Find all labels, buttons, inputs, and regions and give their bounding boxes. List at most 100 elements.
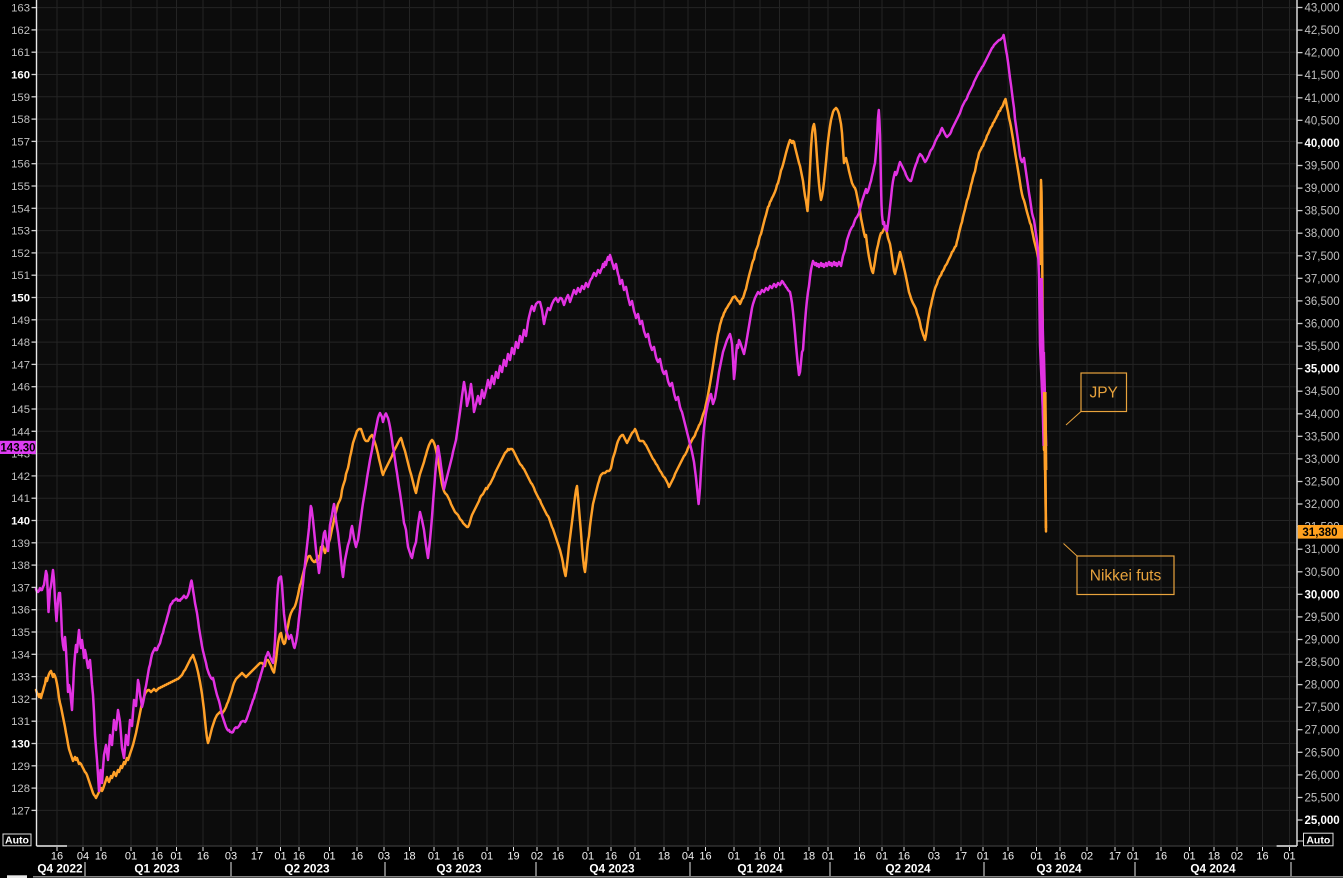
svg-text:145: 145 xyxy=(11,404,30,416)
svg-text:16: 16 xyxy=(552,851,564,863)
svg-text:01: 01 xyxy=(170,851,182,863)
svg-text:16: 16 xyxy=(351,851,363,863)
svg-text:38,500: 38,500 xyxy=(1305,206,1340,218)
svg-text:16: 16 xyxy=(151,851,163,863)
svg-text:133: 133 xyxy=(11,672,30,684)
svg-text:Auto: Auto xyxy=(5,835,29,847)
svg-text:130: 130 xyxy=(11,739,30,751)
svg-text:31,380: 31,380 xyxy=(1302,527,1337,539)
svg-text:152: 152 xyxy=(11,248,30,260)
svg-text:138: 138 xyxy=(11,560,30,572)
svg-text:162: 162 xyxy=(11,25,30,37)
svg-text:35,000: 35,000 xyxy=(1305,364,1340,376)
svg-text:33,000: 33,000 xyxy=(1305,454,1340,466)
svg-text:17: 17 xyxy=(251,851,263,863)
svg-text:19: 19 xyxy=(507,851,519,863)
svg-text:137: 137 xyxy=(11,582,30,594)
svg-text:Q1 2024: Q1 2024 xyxy=(737,862,783,876)
svg-text:148: 148 xyxy=(11,337,30,349)
svg-text:128: 128 xyxy=(11,783,30,795)
svg-text:154: 154 xyxy=(11,203,30,215)
svg-text:18: 18 xyxy=(658,851,670,863)
svg-text:03: 03 xyxy=(928,851,940,863)
svg-text:31,000: 31,000 xyxy=(1305,544,1340,556)
svg-text:142: 142 xyxy=(11,471,30,483)
svg-text:37,000: 37,000 xyxy=(1305,273,1340,285)
svg-text:Q3 2023: Q3 2023 xyxy=(436,862,482,876)
svg-text:140: 140 xyxy=(11,516,30,528)
svg-text:42,000: 42,000 xyxy=(1305,48,1340,60)
svg-text:Q4 2024: Q4 2024 xyxy=(1190,862,1236,876)
svg-text:144: 144 xyxy=(11,426,30,438)
svg-text:127: 127 xyxy=(11,805,30,817)
svg-text:146: 146 xyxy=(11,382,30,394)
svg-text:03: 03 xyxy=(378,851,390,863)
svg-text:39,000: 39,000 xyxy=(1305,183,1340,195)
svg-text:33,500: 33,500 xyxy=(1305,431,1340,443)
svg-text:17: 17 xyxy=(955,851,967,863)
svg-text:42,500: 42,500 xyxy=(1305,25,1340,37)
svg-text:35,500: 35,500 xyxy=(1305,341,1340,353)
svg-text:16: 16 xyxy=(1256,851,1268,863)
svg-text:16: 16 xyxy=(293,851,305,863)
svg-text:02: 02 xyxy=(1081,851,1093,863)
svg-text:155: 155 xyxy=(11,181,30,193)
svg-text:16: 16 xyxy=(754,851,766,863)
svg-text:01: 01 xyxy=(323,851,335,863)
svg-text:36,000: 36,000 xyxy=(1305,319,1340,331)
svg-text:16: 16 xyxy=(51,851,63,863)
svg-text:17: 17 xyxy=(1109,851,1121,863)
svg-text:01: 01 xyxy=(481,851,493,863)
svg-text:JPY: JPY xyxy=(1089,385,1117,402)
svg-text:159: 159 xyxy=(11,92,30,104)
svg-text:147: 147 xyxy=(11,359,30,371)
svg-text:40,000: 40,000 xyxy=(1305,138,1340,150)
svg-text:18: 18 xyxy=(1208,851,1220,863)
svg-text:01: 01 xyxy=(125,851,137,863)
svg-text:Q3 2024: Q3 2024 xyxy=(1036,862,1082,876)
svg-text:03: 03 xyxy=(225,851,237,863)
svg-text:16: 16 xyxy=(1002,851,1014,863)
svg-text:39,500: 39,500 xyxy=(1305,161,1340,173)
svg-text:136: 136 xyxy=(11,605,30,617)
svg-text:Nikkei futs: Nikkei futs xyxy=(1090,568,1162,585)
svg-text:38,000: 38,000 xyxy=(1305,228,1340,240)
svg-text:34,500: 34,500 xyxy=(1305,386,1340,398)
svg-text:29,000: 29,000 xyxy=(1305,635,1340,647)
svg-text:25,000: 25,000 xyxy=(1305,815,1340,827)
svg-text:16: 16 xyxy=(605,851,617,863)
svg-text:156: 156 xyxy=(11,159,30,171)
svg-text:01: 01 xyxy=(629,851,641,863)
svg-text:18: 18 xyxy=(403,851,415,863)
svg-text:135: 135 xyxy=(11,627,30,639)
svg-text:16: 16 xyxy=(197,851,209,863)
svg-text:41,000: 41,000 xyxy=(1305,93,1340,105)
svg-text:36,500: 36,500 xyxy=(1305,296,1340,308)
svg-text:30,500: 30,500 xyxy=(1305,567,1340,579)
svg-text:129: 129 xyxy=(11,761,30,773)
svg-text:28,000: 28,000 xyxy=(1305,680,1340,692)
svg-text:01: 01 xyxy=(1030,851,1042,863)
svg-text:34,000: 34,000 xyxy=(1305,409,1340,421)
svg-text:16: 16 xyxy=(699,851,711,863)
svg-text:Auto: Auto xyxy=(1306,834,1330,846)
svg-text:28,500: 28,500 xyxy=(1305,657,1340,669)
svg-text:01: 01 xyxy=(773,851,785,863)
svg-text:25,500: 25,500 xyxy=(1305,793,1340,805)
svg-text:16: 16 xyxy=(898,851,910,863)
svg-text:29,500: 29,500 xyxy=(1305,612,1340,624)
svg-text:01: 01 xyxy=(582,851,594,863)
svg-text:161: 161 xyxy=(11,47,30,59)
svg-text:158: 158 xyxy=(11,114,30,126)
svg-text:160: 160 xyxy=(11,70,30,82)
svg-text:139: 139 xyxy=(11,538,30,550)
svg-text:01: 01 xyxy=(876,851,888,863)
svg-text:37,500: 37,500 xyxy=(1305,251,1340,263)
svg-text:157: 157 xyxy=(11,136,30,148)
svg-text:41,500: 41,500 xyxy=(1305,70,1340,82)
svg-text:16: 16 xyxy=(1155,851,1167,863)
svg-text:01: 01 xyxy=(1283,851,1295,863)
svg-text:40,500: 40,500 xyxy=(1305,115,1340,127)
svg-text:16: 16 xyxy=(95,851,107,863)
svg-text:01: 01 xyxy=(977,851,989,863)
